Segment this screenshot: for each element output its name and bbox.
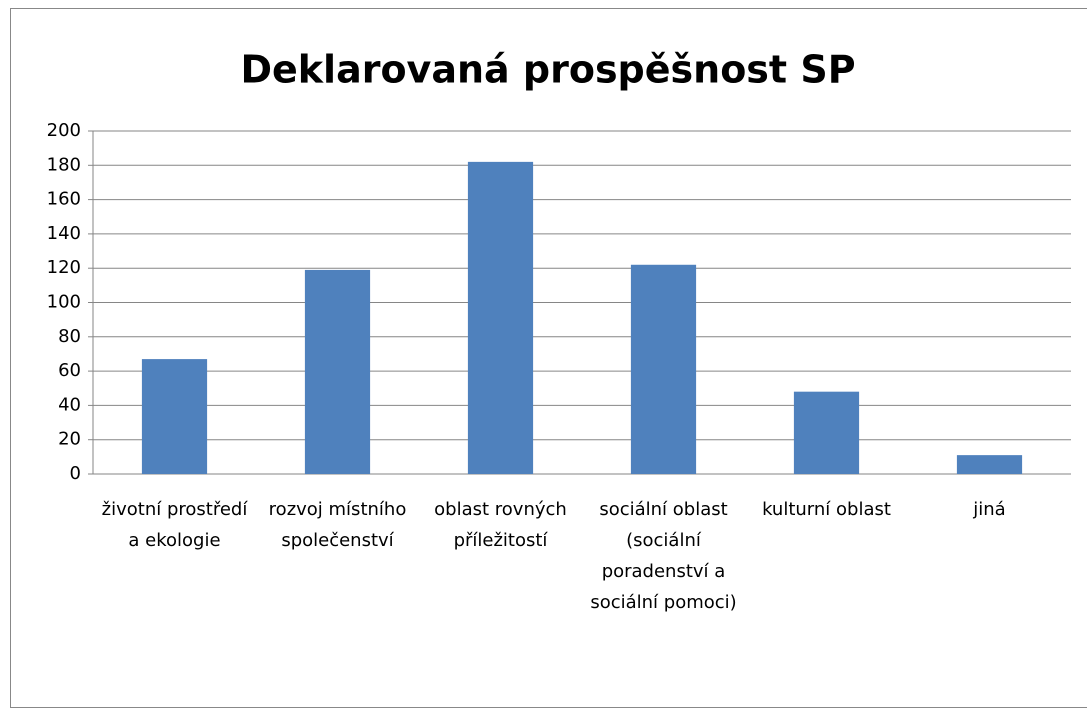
x-tick-label: jiná xyxy=(973,499,1006,520)
y-tick-label: 140 xyxy=(47,223,81,244)
y-tick-label: 20 xyxy=(58,429,81,450)
x-tick-label: kulturní oblast xyxy=(762,499,891,520)
bar xyxy=(630,264,697,474)
x-tick-label: rozvoj místního společenství xyxy=(268,499,407,551)
bar xyxy=(793,391,860,474)
y-tick-label: 80 xyxy=(58,326,81,347)
y-tick-label: 200 xyxy=(47,120,81,141)
x-tick-label: oblast rovných příležitostí xyxy=(434,499,567,551)
bar xyxy=(956,455,1023,474)
bar xyxy=(304,269,371,474)
y-tick-label: 100 xyxy=(47,292,81,313)
page: {"chart_data": {"type": "bar", "title": … xyxy=(10,8,1087,708)
chart-title: Deklarovaná prospěšnost SP xyxy=(240,48,855,92)
y-tick-label: 0 xyxy=(70,463,81,484)
chart: Deklarovaná prospěšnost SP 0 20 40 60 80 100 1… xyxy=(47,48,1071,484)
x-tick-label: životní prostředí a ekologie xyxy=(101,499,248,551)
y-tick-label: 120 xyxy=(47,257,81,278)
y-tick-label: 160 xyxy=(47,189,81,210)
y-tick-label: 60 xyxy=(58,360,81,381)
y-tick-label: 180 xyxy=(47,154,81,175)
bar xyxy=(141,359,208,474)
y-tick-label: 40 xyxy=(58,394,81,415)
bar xyxy=(467,161,534,474)
x-tick-label: sociální oblast (sociální poradenství a … xyxy=(590,499,737,613)
